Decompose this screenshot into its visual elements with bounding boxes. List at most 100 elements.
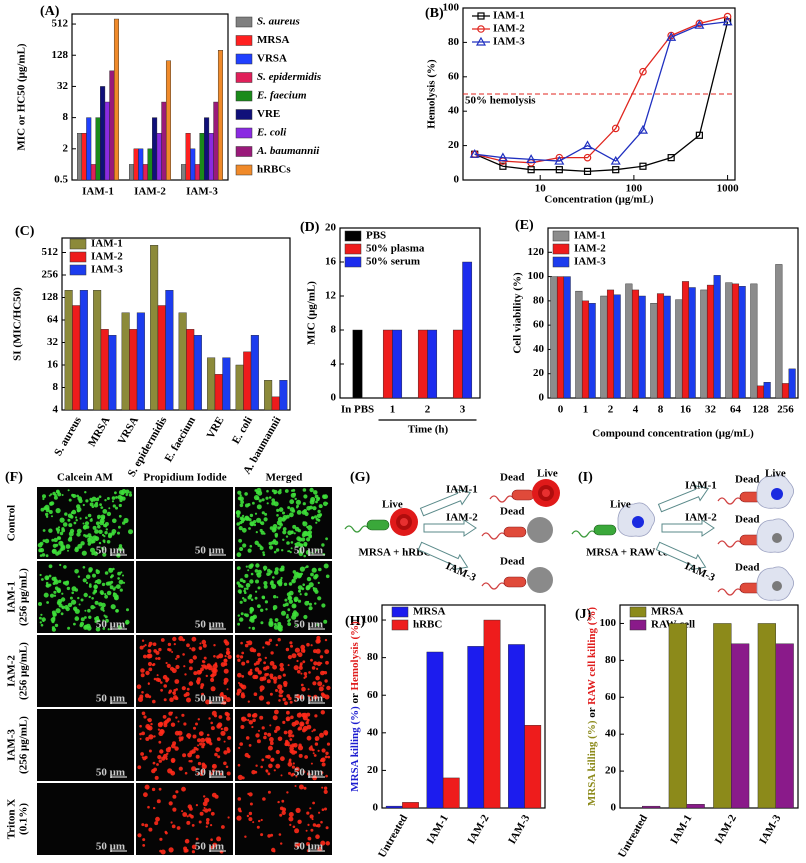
cell-dot	[60, 612, 64, 616]
cell-dot	[294, 497, 297, 501]
legend-swatch	[235, 90, 253, 102]
cell-dot	[254, 569, 259, 573]
cell-dot	[77, 575, 81, 578]
label: Dead	[735, 562, 759, 574]
bar	[713, 275, 721, 399]
cell-dot	[173, 643, 176, 646]
cell-dot	[183, 693, 188, 698]
cell-dot	[115, 584, 121, 589]
cell-dot	[288, 595, 292, 600]
cell-dot	[226, 716, 231, 721]
cell-dot	[241, 675, 245, 678]
x-tick-label: IAM-3	[757, 812, 784, 846]
cell-dot	[290, 492, 296, 498]
cell-dot	[299, 593, 302, 596]
cell-dot	[269, 724, 272, 727]
cell-dot	[327, 755, 331, 759]
cell-dot	[253, 692, 258, 696]
cell-dot	[143, 654, 147, 659]
column-header: Propidium Iodide	[143, 472, 226, 484]
cell-dot	[262, 551, 265, 554]
bar	[178, 312, 187, 411]
row-label: Control	[6, 505, 18, 541]
cell-dot	[62, 581, 67, 585]
cell-dot	[60, 597, 66, 602]
cell-dot	[265, 608, 268, 611]
cell-dot	[140, 673, 145, 678]
cell-dot	[53, 594, 57, 597]
cell-dot	[81, 550, 87, 556]
cell-dot	[48, 574, 52, 578]
x-tick-label: 4	[633, 404, 639, 416]
cell-dot	[156, 763, 159, 766]
cell-dot	[218, 653, 224, 659]
point	[666, 32, 677, 41]
legend-swatch	[629, 606, 647, 618]
cell-dot	[267, 790, 271, 794]
cell-dot	[247, 548, 252, 553]
nucleus	[772, 581, 782, 591]
x-tick-label: 2	[425, 404, 431, 416]
cell-dot	[163, 698, 167, 702]
y-tick-label: 100	[600, 617, 617, 629]
cell-dot	[288, 550, 291, 553]
cell-dot	[137, 765, 142, 770]
cell-dot	[308, 602, 312, 606]
cell-dot	[251, 725, 254, 729]
cell-dot	[282, 673, 286, 677]
cell-dot	[168, 648, 172, 652]
cell-dot	[199, 811, 204, 816]
cell-dot	[270, 757, 275, 762]
cell-dot	[244, 643, 249, 648]
cell-dot	[255, 531, 258, 534]
scale-bar-label: 50 μm	[195, 693, 224, 705]
cell-dot	[147, 805, 150, 809]
cell-dot	[92, 573, 96, 578]
cell-dot	[143, 715, 147, 719]
cell-dot	[248, 671, 253, 676]
cell-dot	[314, 742, 319, 746]
cell-dot	[68, 498, 72, 502]
cell-dot	[98, 541, 102, 545]
cell-dot	[307, 823, 310, 827]
cell-dot	[78, 603, 81, 606]
x-tick-label: 2	[608, 404, 614, 416]
cell-dot	[252, 615, 256, 619]
x-tick-label: 256	[777, 404, 794, 416]
cell-dot	[144, 755, 148, 760]
line	[474, 21, 728, 162]
line	[474, 15, 728, 164]
cell-dot	[291, 530, 294, 533]
cell-dot	[281, 549, 284, 552]
cell-dot	[157, 755, 162, 760]
cell-dot	[144, 693, 150, 698]
cell-dot	[61, 494, 64, 496]
cell-dot	[40, 507, 45, 512]
cell-dot	[195, 837, 199, 841]
panel-label: (A)	[40, 4, 60, 19]
cell-dot	[43, 507, 46, 510]
cell-dot	[40, 623, 44, 627]
cell-dot	[254, 540, 259, 545]
cell-dot	[300, 550, 302, 552]
cell-dot	[123, 517, 129, 524]
cell-dot	[260, 765, 264, 769]
cell-dot	[274, 729, 278, 733]
cell-dot	[266, 502, 269, 505]
cell-dot	[262, 797, 266, 801]
legend-marker	[477, 12, 485, 20]
cell-dot	[55, 508, 61, 514]
cell-dot	[211, 769, 215, 773]
cell-dot	[198, 731, 204, 736]
cell-dot	[195, 722, 198, 726]
cell-dot	[286, 791, 289, 794]
bar	[563, 276, 571, 399]
cell-dot	[102, 509, 108, 514]
cell-dot	[295, 694, 301, 699]
cell-dot	[287, 622, 292, 626]
cell-dot	[323, 563, 329, 569]
cell-dot	[160, 638, 165, 642]
cell-dot	[141, 639, 145, 642]
cell-dot	[323, 619, 328, 624]
cell-dot	[304, 755, 308, 759]
